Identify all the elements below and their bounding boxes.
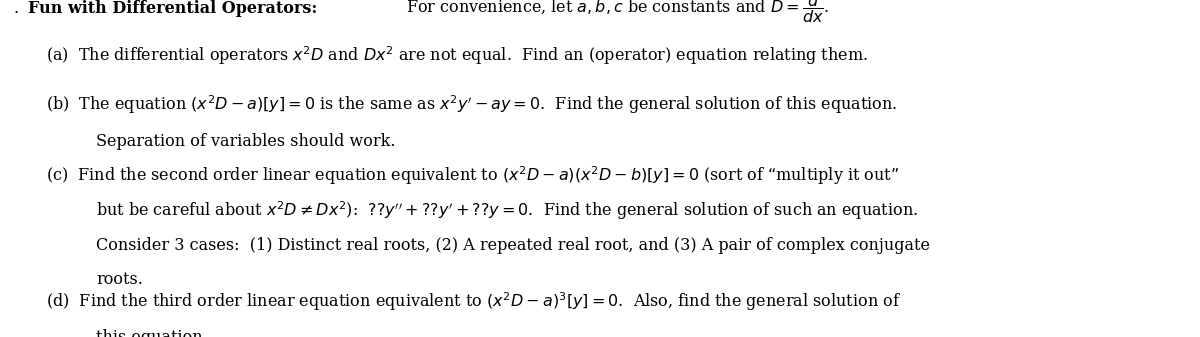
Text: (d)  Find the third order linear equation equivalent to $(x^2 D - a)^3[y] = 0$. : (d) Find the third order linear equation… <box>46 290 900 313</box>
Text: Separation of variables should work.: Separation of variables should work. <box>96 133 396 150</box>
Text: Consider 3 cases:  (1) Distinct real roots, (2) A repeated real root, and (3) A : Consider 3 cases: (1) Distinct real root… <box>96 237 930 254</box>
Text: Fun with Differential Operators:: Fun with Differential Operators: <box>28 0 317 17</box>
Text: (c)  Find the second order linear equation equivalent to $(x^2 D - a)(x^2 D - b): (c) Find the second order linear equatio… <box>46 164 899 187</box>
Text: (b)  The equation $(x^2 D - a)[y] = 0$ is the same as $x^2 y^{\prime} - ay = 0$.: (b) The equation $(x^2 D - a)[y] = 0$ is… <box>46 93 896 116</box>
Text: this equation.: this equation. <box>96 329 208 337</box>
Text: For convenience, let $a, b, c$ be constants and $D = \dfrac{d}{dx}$.: For convenience, let $a, b, c$ be consta… <box>401 0 829 25</box>
Text: but be careful about $x^2 D \neq Dx^2$):  $??y^{\prime\prime}+??y^{\prime}+??y =: but be careful about $x^2 D \neq Dx^2$):… <box>96 200 918 222</box>
Text: roots.: roots. <box>96 271 143 288</box>
Text: (a)  The differential operators $x^2 D$ and $Dx^2$ are not equal.  Find an (oper: (a) The differential operators $x^2 D$ a… <box>46 44 868 67</box>
Text: .: . <box>14 0 25 17</box>
